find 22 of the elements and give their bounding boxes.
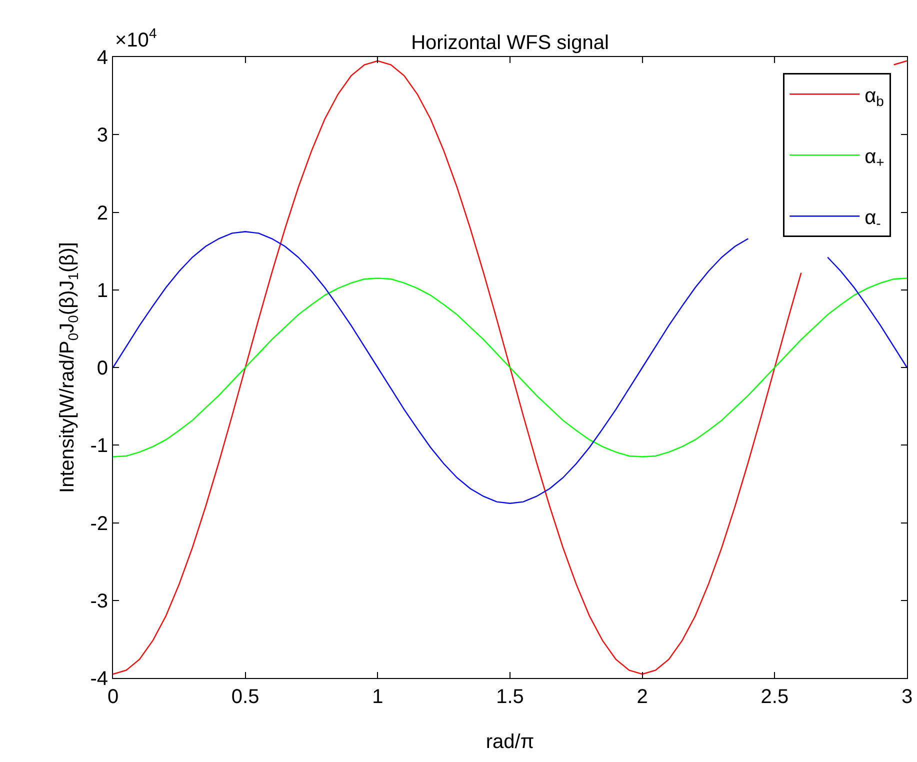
y-tick-label: -3 (90, 590, 108, 612)
y-tick-label: 0 (96, 358, 108, 380)
x-tick-label: 2 (636, 686, 648, 708)
line-series (113, 278, 907, 458)
x-axis-title: rad/π (486, 731, 534, 753)
y-tick-label: 2 (96, 202, 108, 224)
legend-label: α$_{-}$ (864, 206, 882, 232)
x-tick-label: 0.5 (231, 686, 260, 708)
legend-label: α$_{+}$ (864, 146, 884, 170)
y-tick-label: 3 (96, 124, 108, 147)
x-tick-label: 1.5 (496, 686, 524, 708)
y-tick-label: 1 (96, 280, 108, 302)
legend-label: α$_{b}$ (864, 84, 884, 110)
y-tick-label: 4 (96, 47, 108, 69)
x-tick-label: 3 (901, 686, 913, 708)
x-tick-label: 2.5 (760, 686, 789, 708)
chart-title: Horizontal WFS signal (411, 32, 609, 54)
y-tick-label: -4 (90, 668, 108, 690)
x-tick-label: 1 (372, 686, 384, 708)
y-tick-label: -1 (90, 435, 108, 458)
text: ×10$^{4}$ (115, 25, 157, 52)
y-tick-label: -2 (90, 512, 108, 535)
